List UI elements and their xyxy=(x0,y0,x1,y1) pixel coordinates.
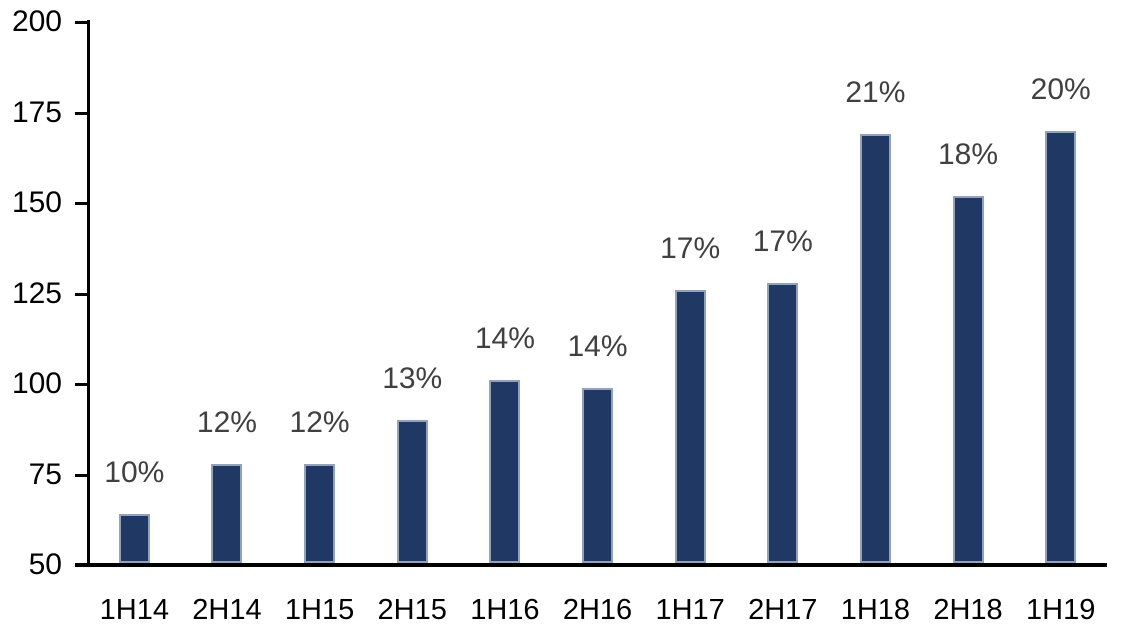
bar-value-label: 18% xyxy=(938,137,999,171)
bar-value-label: 17% xyxy=(660,231,721,265)
bar xyxy=(952,195,984,563)
y-axis-tick-label: 175 xyxy=(11,95,62,129)
y-axis-tick-label: 200 xyxy=(11,5,62,38)
bar-value-label: 12% xyxy=(196,405,257,439)
bar xyxy=(859,134,891,563)
y-axis-tick-label: 75 xyxy=(28,457,62,491)
bar-value-label: 10% xyxy=(104,456,165,490)
x-axis-label: 1H16 xyxy=(470,594,540,626)
y-axis-tick-mark xyxy=(75,564,88,567)
y-axis-tick-label: 150 xyxy=(11,186,62,219)
bar-value-label: 13% xyxy=(382,362,443,396)
x-axis-label: 2H17 xyxy=(748,594,818,626)
x-axis-line xyxy=(75,563,1107,567)
bar xyxy=(582,387,613,563)
bar xyxy=(304,463,336,563)
bar xyxy=(767,282,799,563)
y-axis-tick-mark xyxy=(75,473,88,477)
bar xyxy=(211,463,243,563)
bar xyxy=(1045,130,1077,563)
bar-value-label: 21% xyxy=(845,76,906,110)
bar xyxy=(396,420,428,563)
x-axis-label: 1H17 xyxy=(655,594,725,626)
y-axis-tick-label: 100 xyxy=(11,367,62,400)
y-axis-tick-mark xyxy=(75,21,88,24)
y-axis-line xyxy=(87,20,90,567)
y-axis-tick-label: 50 xyxy=(28,548,62,581)
bar-value-label: 12% xyxy=(289,405,350,439)
x-axis-label: 1H15 xyxy=(284,594,355,626)
bar-value-label: 14% xyxy=(567,329,628,363)
x-axis-label: 2H16 xyxy=(562,594,633,626)
x-axis-label: 1H19 xyxy=(1026,594,1096,626)
x-axis-label: 2H14 xyxy=(192,594,262,626)
y-axis-tick-mark xyxy=(75,111,88,115)
y-axis-tick-mark xyxy=(75,292,88,296)
x-axis-label: 1H18 xyxy=(840,594,911,626)
y-axis-tick-mark xyxy=(75,383,88,386)
bar xyxy=(674,289,706,563)
x-axis-label: 2H15 xyxy=(377,594,447,626)
bar-value-label: 17% xyxy=(752,224,813,258)
bar-value-label: 20% xyxy=(1030,72,1091,106)
y-axis-tick-label: 125 xyxy=(11,276,62,310)
x-axis-label: 2H18 xyxy=(933,594,1003,626)
bar xyxy=(489,380,521,563)
y-axis-tick-mark xyxy=(75,202,88,205)
bar-value-label: 14% xyxy=(474,322,535,356)
x-axis-label: 1H14 xyxy=(99,594,169,626)
bar xyxy=(118,514,150,563)
